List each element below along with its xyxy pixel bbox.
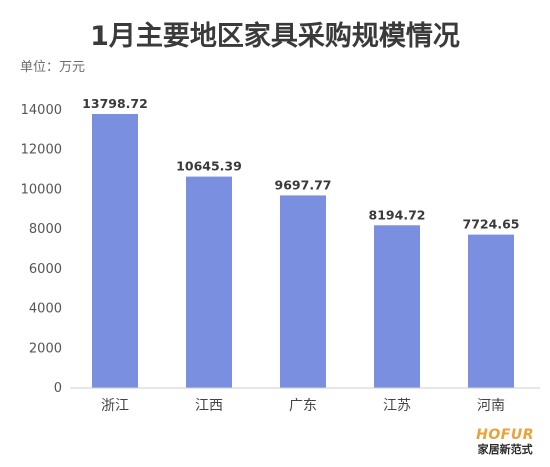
x-tick-label: 江苏 <box>383 398 411 414</box>
x-tick-label: 浙江 <box>101 398 129 414</box>
brand-logo: HOFUR 家居新范式 <box>476 428 534 457</box>
y-tick-label: 8000 <box>29 222 62 237</box>
bar-value-label: 13798.72 <box>82 96 148 111</box>
y-tick-label: 6000 <box>29 262 62 277</box>
brand-logo-subtitle: 家居新范式 <box>477 443 533 456</box>
bar-value-label: 8194.72 <box>369 207 426 222</box>
bar <box>280 195 326 388</box>
y-axis-ticks: 0 2000 4000 6000 8000 10000 12000 14000 <box>21 103 62 396</box>
bar <box>374 225 420 388</box>
bar-value-label: 10645.39 <box>176 159 242 174</box>
y-tick-label: 4000 <box>29 302 62 317</box>
chart-title: 1月主要地区家具采购规模情况 <box>90 21 460 52</box>
x-tick-label: 江西 <box>195 398 223 414</box>
y-tick-label: 12000 <box>21 143 62 158</box>
y-tick-label: 10000 <box>21 182 62 197</box>
brand-logo-text: HOFUR <box>476 427 534 443</box>
bar <box>186 176 232 388</box>
bar-value-label: 7724.65 <box>463 217 520 232</box>
bar <box>468 234 514 388</box>
data-labels-group: 13798.72 10645.39 9697.77 8194.72 7724.65 <box>82 96 519 232</box>
x-tick-label: 河南 <box>477 398 505 414</box>
bars-group <box>92 113 514 388</box>
bar <box>92 113 138 388</box>
y-tick-label: 0 <box>54 381 62 396</box>
x-axis-labels: 浙江 江西 广东 江苏 河南 <box>101 398 505 414</box>
unit-label: 单位：万元 <box>20 60 86 75</box>
y-tick-label: 2000 <box>29 341 62 356</box>
bar-value-label: 9697.77 <box>275 177 332 192</box>
x-tick-label: 广东 <box>289 398 317 414</box>
y-tick-label: 14000 <box>21 103 62 118</box>
